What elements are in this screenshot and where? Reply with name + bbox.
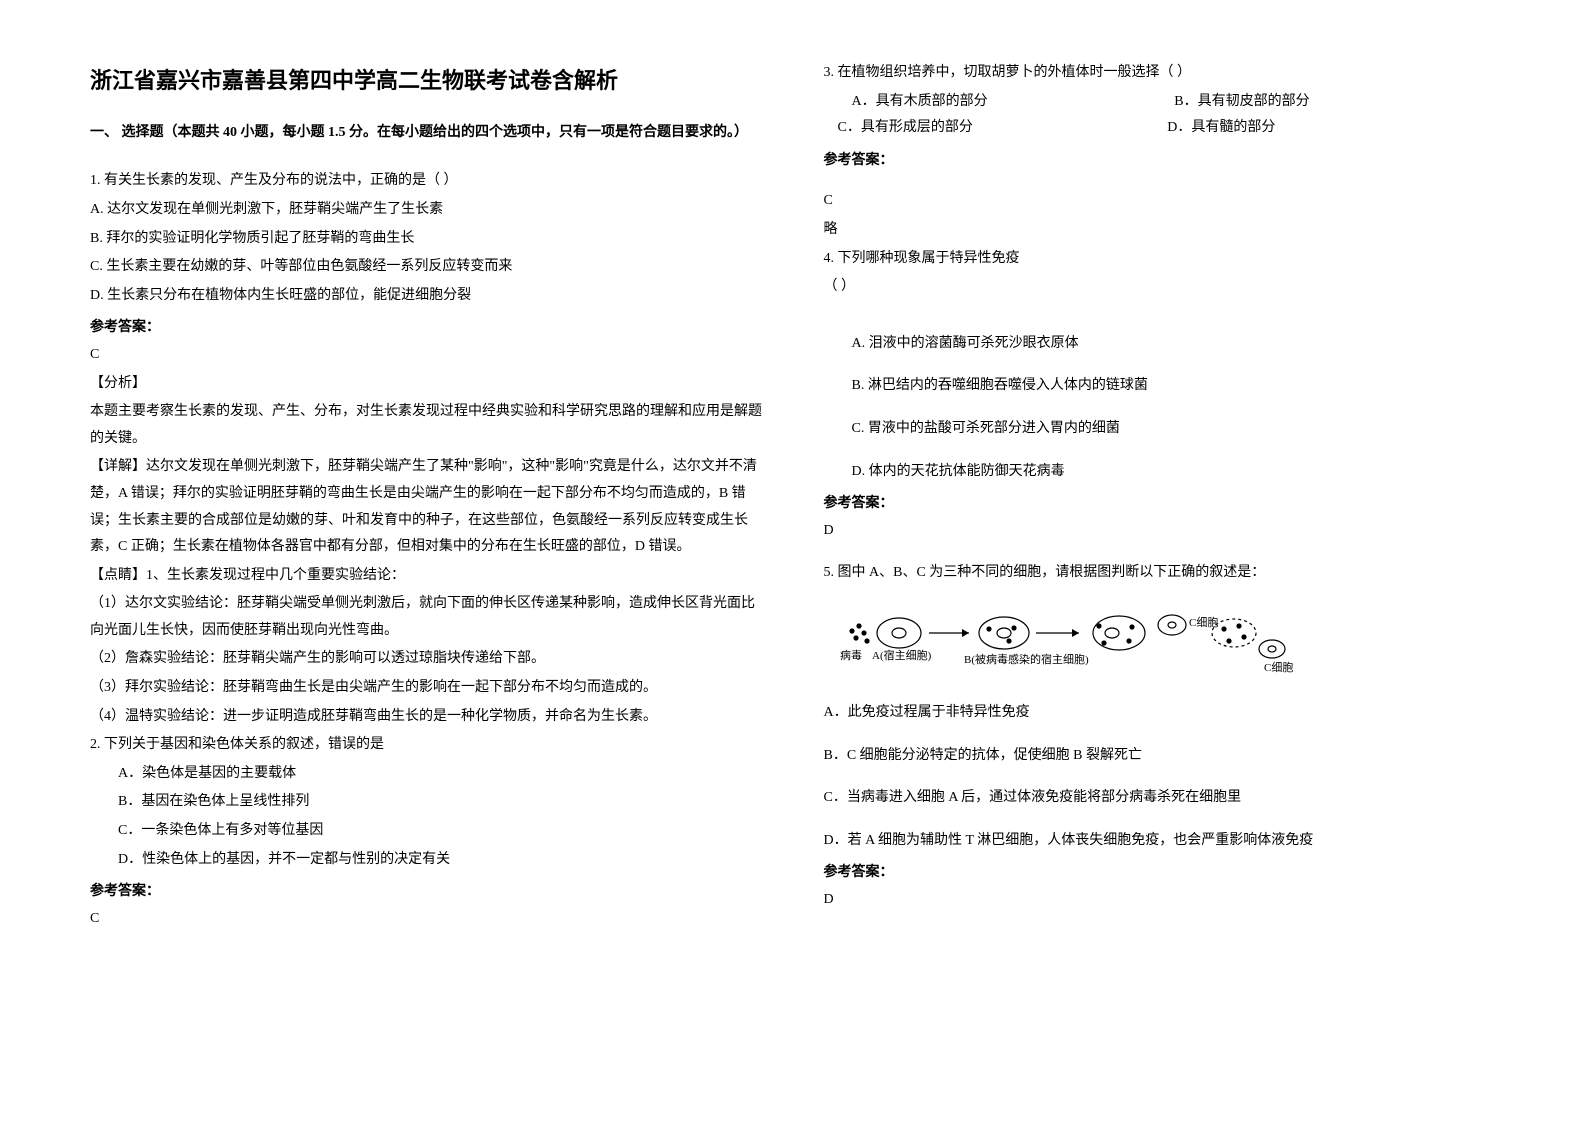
q3-answer: C: [824, 188, 1498, 215]
q3-option-d: D．具有髓的部分: [1167, 115, 1497, 142]
q2-option-a: A．染色体是基因的主要载体: [90, 761, 764, 788]
q4-option-d: D. 体内的天花抗体能防御天花病毒: [824, 459, 1498, 486]
q3-options-row-1: A．具有木质部的部分 B．具有韧皮部的部分: [824, 89, 1498, 116]
q1-tip-heading: 【点睛】1、生长素发现过程中几个重要实验结论：: [90, 563, 764, 590]
diagram-cell-c2-label: C细胞: [1264, 661, 1293, 674]
q5-stem: 5. 图中 A、B、C 为三种不同的细胞，请根据图判断以下正确的叙述是：: [824, 560, 1498, 587]
q3-options-row-2: C．具有形成层的部分 D．具有髓的部分: [824, 115, 1498, 142]
q1-option-a: A. 达尔文发现在单侧光刺激下，胚芽鞘尖端产生了生长素: [90, 197, 764, 224]
q5-answer: D: [824, 887, 1498, 914]
q1-tip-3: （3）拜尔实验结论：胚芽鞘弯曲生长是由尖端产生的影响在一起下部分布不均匀而造成的…: [90, 675, 764, 702]
q4-option-c: C. 胃液中的盐酸可杀死部分进入胃内的细菌: [824, 416, 1498, 443]
q3-stem: 3. 在植物组织培养中，切取胡萝卜的外植体时一般选择（ ）: [824, 60, 1498, 87]
q1-option-d: D. 生长素只分布在植物体内生长旺盛的部位，能促进细胞分裂: [90, 283, 764, 310]
q5-answer-label: 参考答案：: [824, 860, 1498, 887]
q4-answer: D: [824, 518, 1498, 545]
q1-detail-text: 达尔文发现在单侧光刺激下，胚芽鞘尖端产生了某种"影响"，这种"影响"究竟是什么，…: [90, 459, 757, 554]
q4-option-a: A. 泪液中的溶菌酶可杀死沙眼衣原体: [824, 331, 1498, 358]
q3-option-c: C．具有形成层的部分: [838, 115, 1168, 142]
q1-tip-1: （1）达尔文实验结论：胚芽鞘尖端受单侧光刺激后，就向下面的伸长区传递某种影响，造…: [90, 591, 764, 644]
q3-option-a: A．具有木质部的部分: [852, 89, 1175, 116]
q5-option-d: D．若 A 细胞为辅助性 T 淋巴细胞，人体丧失细胞免疫，也会严重影响体液免疫: [824, 828, 1498, 855]
right-column: 3. 在植物组织培养中，切取胡萝卜的外植体时一般选择（ ） A．具有木质部的部分…: [824, 60, 1498, 934]
q3-answer-label: 参考答案：: [824, 148, 1498, 175]
q2-answer-label: 参考答案：: [90, 879, 764, 906]
q5-option-c: C．当病毒进入细胞 A 后，通过体液免疫能将部分病毒杀死在细胞里: [824, 785, 1498, 812]
q2-stem: 2. 下列关于基因和染色体关系的叙述，错误的是: [90, 732, 764, 759]
q4-option-b: B. 淋巴结内的吞噬细胞吞噬侵入人体内的链球菌: [824, 373, 1498, 400]
q1-analysis-text: 本题主要考察生长素的发现、产生、分布，对生长素发现过程中经典实验和科学研究思路的…: [90, 399, 764, 452]
page-title: 浙江省嘉兴市嘉善县第四中学高二生物联考试卷含解析: [90, 60, 764, 102]
q5-option-a: A．此免疫过程属于非特异性免疫: [824, 700, 1498, 727]
q2-answer: C: [90, 906, 764, 933]
q5-option-b: B．C 细胞能分泌特定的抗体，促使细胞 B 裂解死亡: [824, 743, 1498, 770]
q1-option-b: B. 拜尔的实验证明化学物质引起了胚芽鞘的弯曲生长: [90, 226, 764, 253]
q1-analysis-heading: 【分析】: [90, 371, 764, 398]
q3-note: 略: [824, 217, 1498, 244]
q2-option-c: C．一条染色体上有多对等位基因: [90, 818, 764, 845]
q2-option-d: D．性染色体上的基因，并不一定都与性别的决定有关: [90, 847, 764, 874]
q4-stem: 4. 下列哪种现象属于特异性免疫: [824, 246, 1498, 273]
diagram-virus-label: 病毒: [840, 648, 862, 662]
q1-option-c: C. 生长素主要在幼嫩的芽、叶等部位由色氨酸经一系列反应转变而来: [90, 254, 764, 281]
q5-diagram: 病毒 A(宿主细胞) B(被病毒感染的宿主细胞) C细胞 C细胞: [824, 601, 1498, 686]
q1-answer: C: [90, 342, 764, 369]
q1-tip-2: （2）詹森实验结论：胚芽鞘尖端产生的影响可以透过琼脂块传递给下部。: [90, 646, 764, 673]
diagram-cell-c1-label: C细胞: [1189, 616, 1218, 629]
q3-option-b: B．具有韧皮部的部分: [1174, 89, 1497, 116]
q1-detail: 【详解】达尔文发现在单侧光刺激下，胚芽鞘尖端产生了某种"影响"，这种"影响"究竟…: [90, 454, 764, 560]
q1-tip-4: （4）温特实验结论：进一步证明造成胚芽鞘弯曲生长的是一种化学物质，并命名为生长素…: [90, 704, 764, 731]
diagram-cell-b-label: B(被病毒感染的宿主细胞): [964, 652, 1089, 666]
diagram-cell-a-label: A(宿主细胞): [872, 648, 932, 662]
section-1-heading: 一、 选择题（本题共 40 小题，每小题 1.5 分。在每小题给出的四个选项中，…: [90, 120, 764, 147]
q1-stem: 1. 有关生长素的发现、产生及分布的说法中，正确的是（ ）: [90, 168, 764, 195]
q2-option-b: B．基因在染色体上呈线性排列: [90, 789, 764, 816]
q4-blank: （ ）: [824, 274, 1498, 301]
q1-detail-heading: 【详解】: [90, 459, 146, 474]
q4-answer-label: 参考答案：: [824, 491, 1498, 518]
left-column: 浙江省嘉兴市嘉善县第四中学高二生物联考试卷含解析 一、 选择题（本题共 40 小…: [90, 60, 764, 934]
q1-answer-label: 参考答案：: [90, 315, 764, 342]
